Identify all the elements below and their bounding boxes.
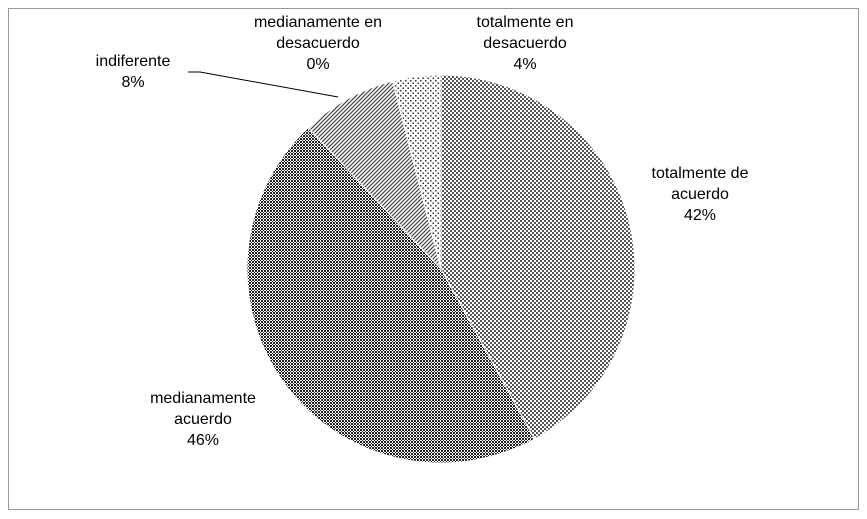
leader-line	[199, 71, 339, 98]
pie-slice	[392, 74, 442, 270]
value-label: 8%	[121, 74, 145, 91]
category-label: indiferente	[95, 53, 171, 70]
pie-slice	[307, 80, 442, 270]
category-label: totalmente en desacuerdo	[476, 14, 574, 52]
slice-label: medianamente acuerdo 46%	[143, 388, 263, 451]
slice-label: indiferente 8%	[73, 51, 193, 93]
pie-slice	[246, 126, 536, 464]
pie-slice	[440, 74, 636, 440]
value-label: 0%	[306, 56, 330, 73]
slice-label: totalmente de acuerdo 42%	[635, 163, 765, 226]
value-label: 46%	[186, 432, 220, 449]
value-label: 42%	[683, 207, 717, 224]
category-label: medianamente en desacuerdo	[253, 14, 383, 52]
value-label: 4%	[513, 56, 537, 73]
category-label: medianamente acuerdo	[150, 390, 256, 428]
slice-label: medianamente en desacuerdo 0%	[243, 12, 393, 75]
category-label: totalmente de acuerdo	[651, 165, 749, 203]
slice-label: totalmente en desacuerdo 4%	[455, 12, 595, 75]
